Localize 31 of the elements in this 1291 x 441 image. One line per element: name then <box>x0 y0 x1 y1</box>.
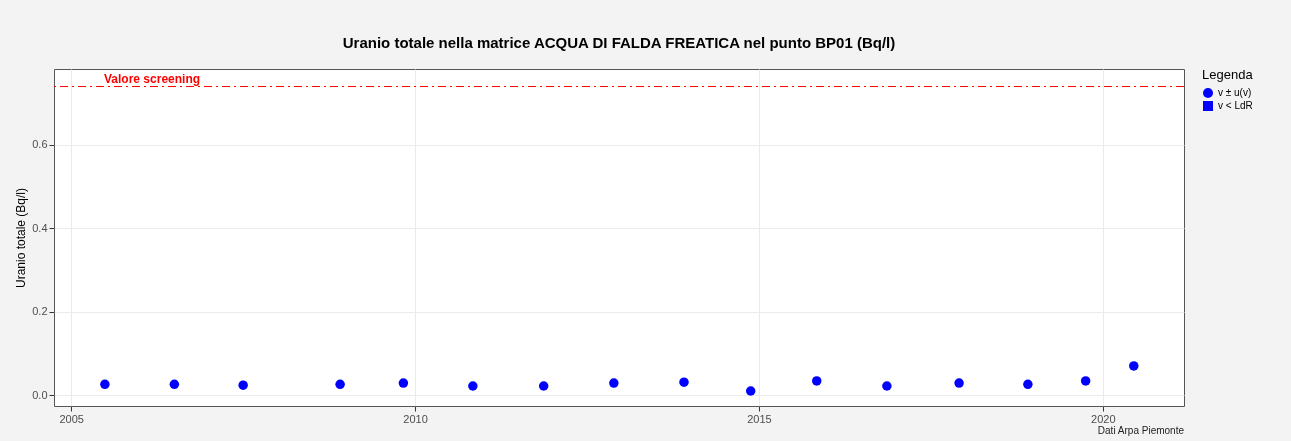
legend-label: v < LdR <box>1218 100 1253 111</box>
y-tick-label: 0.2 <box>32 305 48 318</box>
point <box>1080 376 1091 386</box>
point <box>609 378 619 388</box>
point <box>538 381 549 391</box>
y-tick-label: 0.0 <box>32 388 48 401</box>
point <box>954 378 964 388</box>
legend-title: Legenda <box>1202 67 1254 82</box>
point <box>100 379 110 390</box>
point <box>398 378 409 388</box>
x-tick-label: 2005 <box>59 412 84 425</box>
x-tick-label: 2020 <box>1091 412 1116 425</box>
x-tick-label: 2010 <box>403 412 428 425</box>
text: Dati Arpa Piemonte <box>1097 425 1184 436</box>
legend-label: v ± u(v) <box>1218 87 1252 98</box>
y-tick-label: 0.6 <box>32 138 48 151</box>
point <box>882 381 892 391</box>
x-tick-label: 2015 <box>747 412 772 425</box>
point <box>679 377 689 387</box>
point <box>1023 379 1033 390</box>
point <box>169 379 180 390</box>
point <box>238 380 248 390</box>
point <box>811 376 822 386</box>
chart-title: Uranio totale nella matrice ACQUA DI FALDA FREATICA nel punto BP01 (Bq/l) <box>342 34 896 51</box>
y-axis-title: Uranio totale (Bq/l) <box>14 187 29 289</box>
point <box>745 386 756 396</box>
point <box>468 381 478 391</box>
y-tick-label: 0.4 <box>32 221 48 234</box>
point <box>335 379 345 390</box>
point <box>1129 361 1139 371</box>
ref-line-label: Valore screening <box>104 71 201 86</box>
